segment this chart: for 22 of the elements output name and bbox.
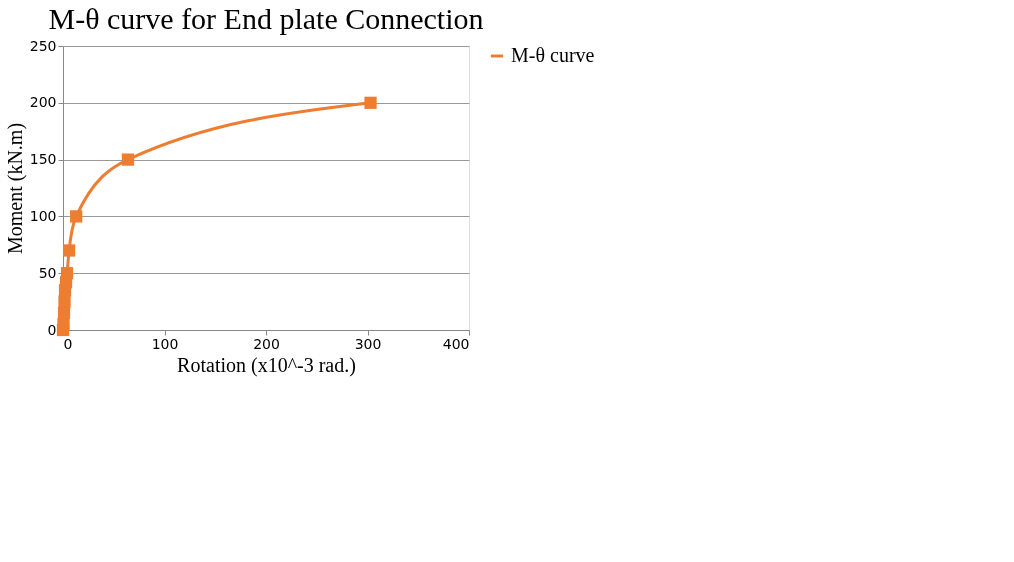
point	[57, 318, 70, 331]
x-tick-label: 300	[354, 335, 382, 352]
x-tick-label: 200	[253, 335, 280, 352]
point	[121, 153, 135, 166]
x-axis-title: Rotation (x10^-3 rad.)	[177, 353, 356, 377]
point	[62, 244, 76, 257]
legend-label: M-θ curve	[511, 44, 595, 66]
point	[60, 267, 74, 280]
y-tick-label: 150	[29, 151, 57, 168]
point	[70, 210, 83, 223]
y-tick-label: 100	[29, 207, 57, 224]
y-tick-label: 250	[29, 37, 57, 54]
y-tick-label: 200	[29, 94, 57, 111]
point	[58, 295, 71, 308]
point	[364, 96, 377, 109]
x-tick-label: 0	[63, 335, 73, 352]
x-tick-label: 100	[151, 335, 179, 352]
y-tick-label: 0	[47, 321, 57, 338]
y-axis-title: Moment (kN.m)	[3, 122, 27, 255]
chart-title: M-θ curve for End plate Connection	[48, 2, 484, 35]
x-tick-label: 400	[442, 335, 470, 352]
y-tick-label: 50	[38, 264, 57, 281]
